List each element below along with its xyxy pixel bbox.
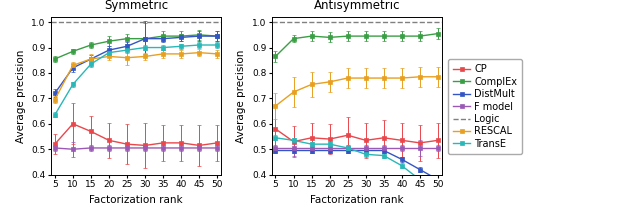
Y-axis label: Average precision: Average precision	[236, 49, 246, 142]
Title: Symmetric: Symmetric	[104, 0, 168, 12]
X-axis label: Factorization rank: Factorization rank	[89, 195, 183, 205]
X-axis label: Factorization rank: Factorization rank	[310, 195, 404, 205]
Logic	[253, 21, 261, 23]
Legend: CP, ComplEx, DistMult, F model, Logic, RESCAL, TransE: CP, ComplEx, DistMult, F model, Logic, R…	[448, 59, 522, 154]
Logic	[257, 21, 265, 23]
Logic	[36, 21, 44, 23]
Y-axis label: Average precision: Average precision	[16, 49, 26, 142]
Title: Antisymmetric: Antisymmetric	[314, 0, 400, 12]
Logic	[33, 21, 40, 23]
